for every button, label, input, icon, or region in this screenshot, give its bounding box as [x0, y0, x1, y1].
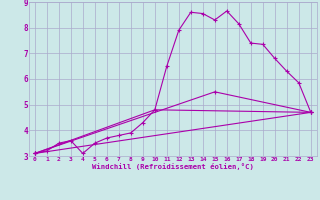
X-axis label: Windchill (Refroidissement éolien,°C): Windchill (Refroidissement éolien,°C): [92, 163, 254, 170]
